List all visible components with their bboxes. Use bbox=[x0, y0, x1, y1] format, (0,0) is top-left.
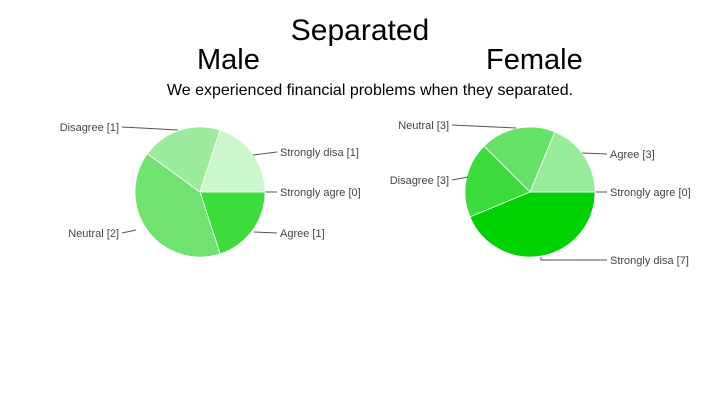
leader-line bbox=[121, 229, 137, 234]
slice-label: Strongly agre [0] bbox=[610, 187, 691, 199]
pie-slice bbox=[146, 126, 221, 193]
slice-label: Neutral [2] bbox=[68, 228, 119, 240]
question-text: We experienced financial problems when t… bbox=[166, 82, 574, 99]
male-pie-chart: Strongly agre [0] Agree [1] Neutral [2] Dis… bbox=[60, 122, 361, 258]
leader-line bbox=[540, 257, 607, 261]
female-heading: Female bbox=[486, 44, 583, 76]
slice-label: Strongly agre [0] bbox=[280, 187, 361, 199]
slice-label: Neutral [3] bbox=[398, 120, 449, 132]
leader-line bbox=[252, 151, 278, 156]
leader-line bbox=[451, 176, 469, 181]
pie-slice bbox=[483, 126, 556, 193]
leader-line bbox=[581, 152, 608, 155]
slice-label: Disagree [3] bbox=[390, 175, 449, 187]
leader-line bbox=[451, 124, 517, 129]
leader-line bbox=[121, 126, 179, 131]
slide-title: Separated bbox=[290, 14, 430, 47]
female-pie-chart: Strongly agre [0] Strongly disa [7] Disagr… bbox=[390, 120, 691, 267]
pie-slice bbox=[199, 191, 266, 255]
pie-slice bbox=[134, 153, 221, 258]
pie-slice bbox=[199, 129, 266, 193]
male-heading: Male bbox=[197, 44, 260, 76]
slice-label: Disagree [1] bbox=[60, 122, 119, 134]
leader-line bbox=[253, 231, 278, 234]
pie-slice bbox=[464, 145, 531, 218]
slice-label: Agree [1] bbox=[280, 228, 325, 240]
slice-label: Strongly disa [1] bbox=[280, 147, 359, 159]
pie-slice bbox=[469, 191, 596, 258]
pie-slice bbox=[529, 131, 596, 193]
slice-label: Agree [3] bbox=[610, 149, 655, 161]
slice-label: Strongly disa [7] bbox=[610, 255, 689, 267]
